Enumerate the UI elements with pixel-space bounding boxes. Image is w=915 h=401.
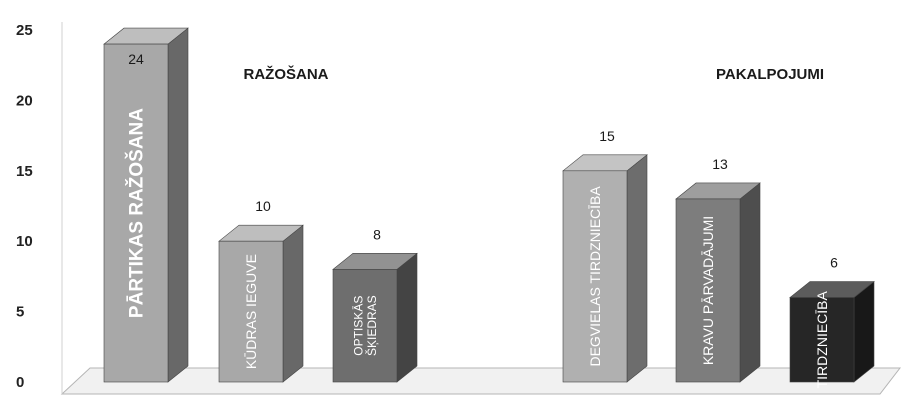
y-tick-label: 5 <box>16 304 24 321</box>
bar-value-label: 15 <box>599 128 615 144</box>
bar-value-label: 24 <box>128 51 144 67</box>
chart-floor <box>60 367 902 395</box>
y-tick-label: 15 <box>16 163 33 180</box>
bar: OPTISKĀSŠĶIEDRAS 8 <box>332 226 418 383</box>
bar-category-line: OPTISKĀS <box>351 296 365 356</box>
y-tick-label: 0 <box>16 374 24 391</box>
bar-side-face <box>396 252 418 383</box>
bar-value-label: 6 <box>830 255 838 271</box>
group-label: PAKALPOJUMI <box>716 66 824 83</box>
bar: KŪDRAS IEGUVE 10 <box>218 198 304 383</box>
bar-value-label: 8 <box>373 226 381 242</box>
bar-category-label: DEGVIELAS TIRDZNIECĪBA <box>587 186 603 367</box>
bar-front-face <box>789 297 855 383</box>
y-tick-label: 10 <box>16 233 33 250</box>
bar-front-face <box>562 170 628 383</box>
bar-side-face <box>739 182 761 383</box>
bar-category-label: KŪDRAS IEGUVE <box>243 254 259 369</box>
bar: DEGVIELAS TIRDZNIECĪBA 15 <box>562 128 648 383</box>
bar-front-face <box>103 43 169 383</box>
bar-front-face <box>332 269 398 383</box>
bar-front-face <box>675 198 741 383</box>
bar-category-line: PĀRTIKAS RAŽOŠANA <box>126 108 148 318</box>
bar-category-label: KRAVU PĀRVADĀJUMI <box>700 216 716 365</box>
bar-category-label: OPTISKĀSŠĶIEDRAS <box>351 295 379 356</box>
bar-category-line: KŪDRAS IEGUVE <box>243 254 259 369</box>
y-tick-label: 20 <box>16 92 33 109</box>
bar-value-label: 13 <box>712 156 728 172</box>
bar-category-line: KRAVU PĀRVADĀJUMI <box>700 216 716 365</box>
bar-side-face <box>626 154 648 383</box>
y-tick-label: 25 <box>16 22 33 39</box>
bar-side-face <box>282 224 304 383</box>
bar-category-label: PĀRTIKAS RAŽOŠANA <box>126 108 148 318</box>
bar-side-face <box>167 27 189 383</box>
bar-category-label: TIRDZNIECĪBA <box>814 290 830 388</box>
bar-front-face <box>218 240 284 383</box>
bar-category-line: DEGVIELAS TIRDZNIECĪBA <box>587 186 603 367</box>
group-label: RAŽOŠANA <box>244 65 329 83</box>
bar: PĀRTIKAS RAŽOŠANA 24 <box>103 27 189 383</box>
bar-category-line: ŠĶIEDRAS <box>364 295 379 356</box>
bar-side-face <box>853 280 875 383</box>
bar-category-line: TIRDZNIECĪBA <box>814 290 830 388</box>
bar-value-label: 10 <box>255 198 271 214</box>
bar: TIRDZNIECĪBA 6 <box>789 255 875 388</box>
bar: KRAVU PĀRVADĀJUMI 13 <box>675 156 761 383</box>
